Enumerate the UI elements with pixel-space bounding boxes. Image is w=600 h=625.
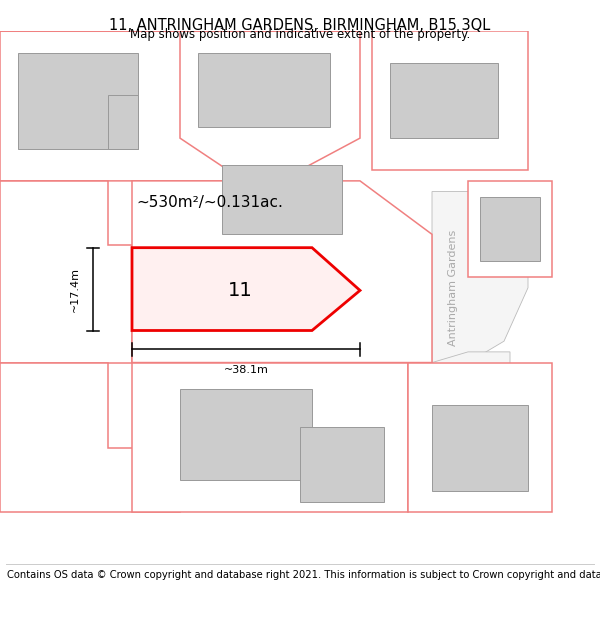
- Polygon shape: [408, 362, 552, 512]
- Bar: [432, 405, 528, 491]
- Polygon shape: [180, 31, 360, 170]
- Text: Map shows position and indicative extent of the property.: Map shows position and indicative extent…: [130, 28, 470, 41]
- Bar: [18, 52, 138, 149]
- Polygon shape: [432, 352, 510, 416]
- Polygon shape: [468, 181, 552, 277]
- Bar: [300, 427, 384, 501]
- Polygon shape: [132, 248, 360, 331]
- Text: ~530m²/~0.131ac.: ~530m²/~0.131ac.: [137, 195, 283, 210]
- Bar: [198, 52, 330, 127]
- Polygon shape: [0, 362, 180, 512]
- Bar: [108, 96, 138, 149]
- Text: ~17.4m: ~17.4m: [70, 267, 80, 312]
- Polygon shape: [132, 362, 408, 512]
- Text: ~38.1m: ~38.1m: [224, 365, 268, 375]
- Bar: [390, 63, 498, 138]
- Polygon shape: [0, 181, 132, 362]
- Bar: [222, 165, 342, 234]
- Polygon shape: [0, 31, 240, 181]
- Polygon shape: [132, 181, 432, 362]
- Bar: [180, 389, 312, 480]
- Text: 11, ANTRINGHAM GARDENS, BIRMINGHAM, B15 3QL: 11, ANTRINGHAM GARDENS, BIRMINGHAM, B15 …: [109, 18, 491, 32]
- Polygon shape: [432, 191, 528, 362]
- Text: Contains OS data © Crown copyright and database right 2021. This information is : Contains OS data © Crown copyright and d…: [7, 570, 600, 580]
- Text: Antringham Gardens: Antringham Gardens: [448, 229, 458, 346]
- Polygon shape: [372, 31, 528, 170]
- Bar: [480, 197, 540, 261]
- Text: 11: 11: [227, 281, 253, 300]
